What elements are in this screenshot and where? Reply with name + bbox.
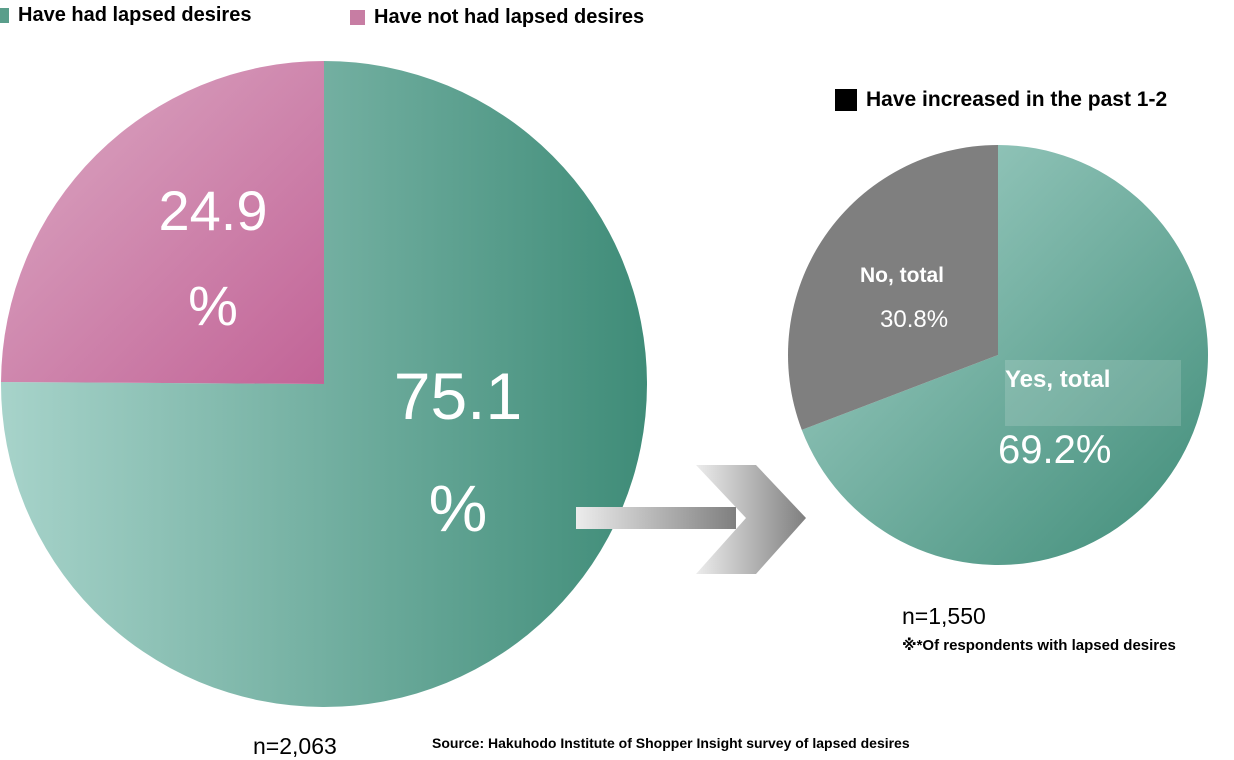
pie2-no-label: No, total <box>860 264 944 287</box>
pie1-not-value: 24.9 % <box>113 176 313 341</box>
pie1-not-value-unit: % <box>188 274 238 337</box>
pie2-slice-yes <box>801 145 1209 565</box>
legend-had-lapsed-label: Have had lapsed desires <box>18 4 252 26</box>
pie1-not-value-number: 24.9 <box>158 179 268 242</box>
legend-increased: Have increased in the past 1-2 <box>835 88 1167 112</box>
pie2-no-value: 30.8% <box>880 306 949 333</box>
legend-not-had-lapsed: Have not had lapsed desires <box>350 6 644 29</box>
pie2-slice-no <box>788 145 998 430</box>
legend-increased-label: Have increased in the past 1-2 <box>866 88 1168 111</box>
source-credit: Source: Hakuhodo Institute of Shopper In… <box>432 735 910 751</box>
pie1-had-value-number: 75.1 <box>393 359 523 433</box>
pie2-footnote: ※*Of respondents with lapsed desires <box>902 637 1176 654</box>
pie2-yes-value: 69.2% <box>998 428 1112 472</box>
legend-increased-swatch <box>835 89 857 111</box>
pie1-n-label: n=2,063 <box>253 733 337 759</box>
pie2-yes-label: Yes, total <box>1005 366 1111 393</box>
legend-had-lapsed: Have had lapsed desires <box>0 4 251 27</box>
legend-not-had-lapsed-swatch <box>350 10 365 25</box>
pie2-yes-label-box <box>1005 360 1181 426</box>
pie1-had-value-unit: % <box>428 471 488 545</box>
pie1-had-value: 75.1 % <box>358 355 558 549</box>
legend-not-had-lapsed-label: Have not had lapsed desires <box>374 6 645 28</box>
pie1-slice-not-had-lapsed <box>1 61 324 384</box>
legend-had-lapsed-swatch <box>0 8 9 23</box>
pie2-n-label: n=1,550 <box>902 603 986 629</box>
right-arrow-icon <box>576 465 806 574</box>
